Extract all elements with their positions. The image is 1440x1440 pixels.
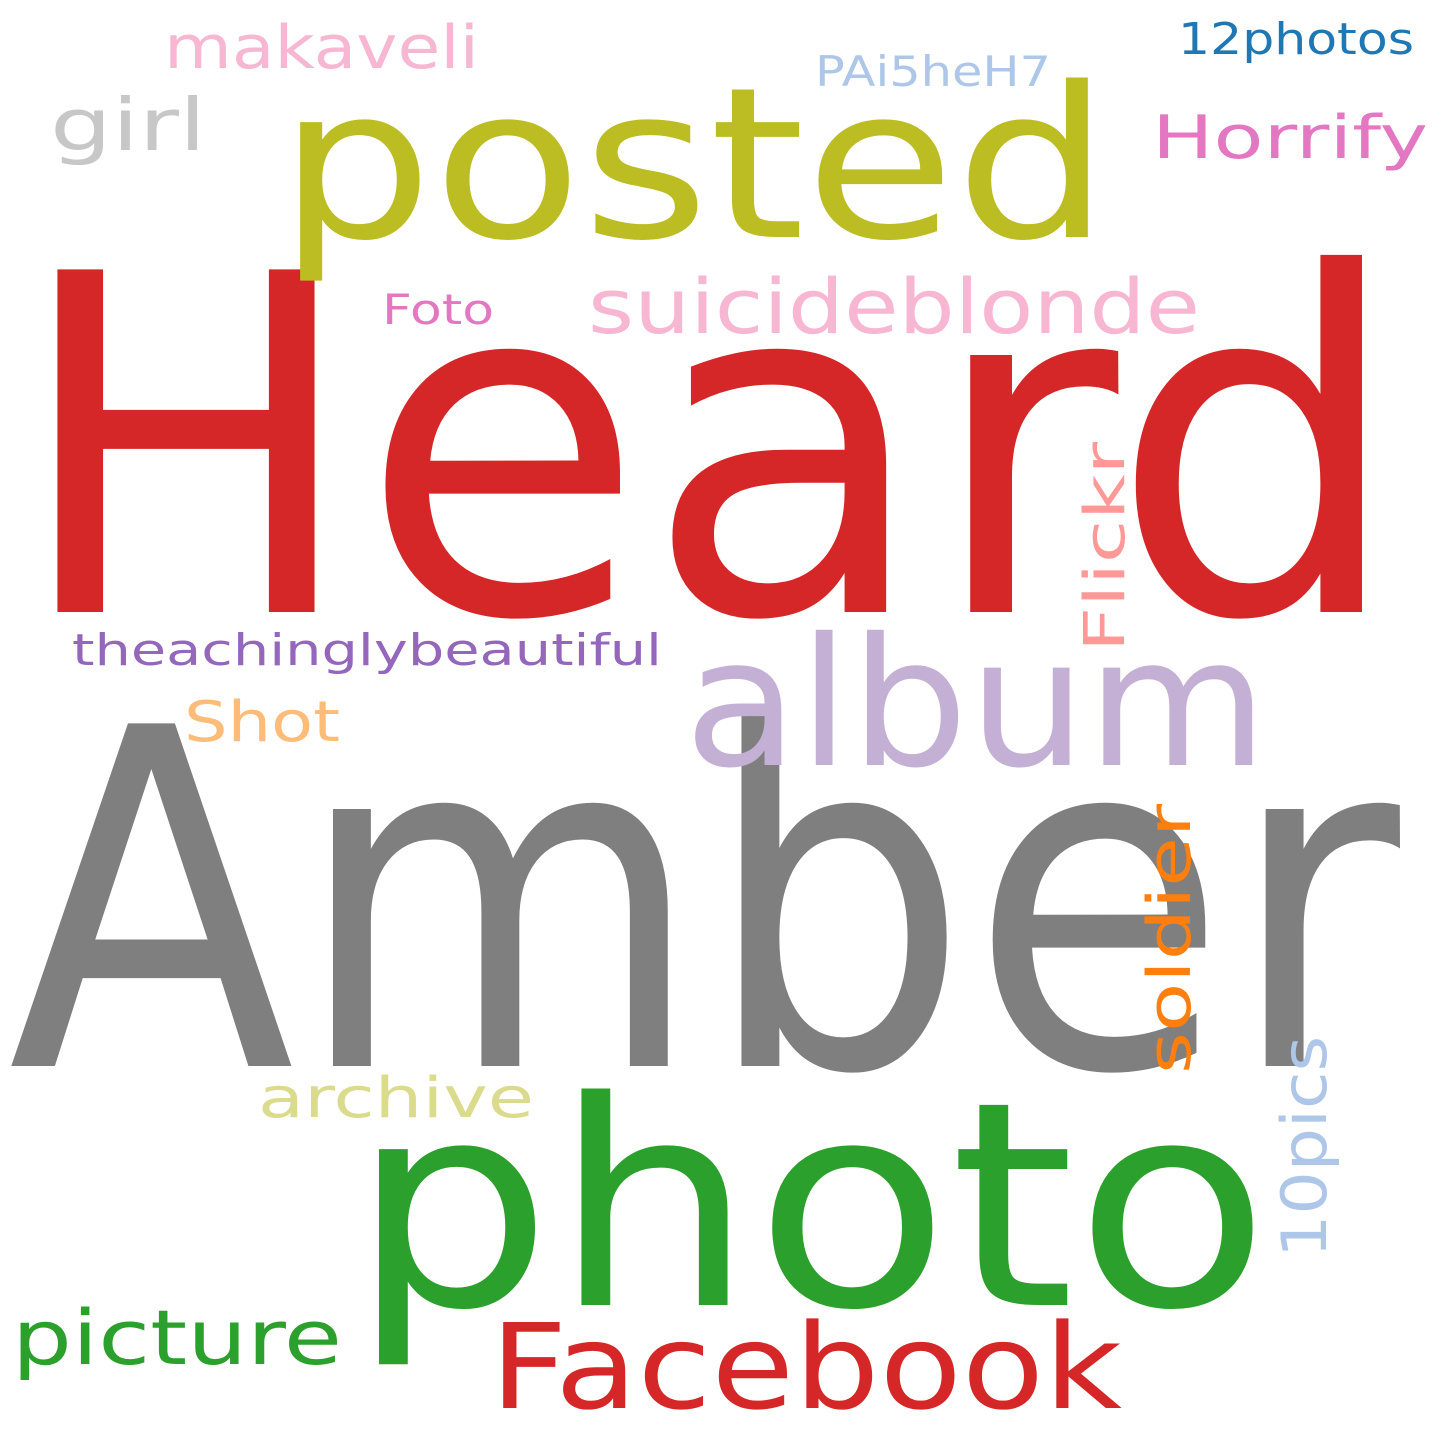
word-shot: Shot [184, 690, 340, 755]
word-pai5heh7: PAi5heH7 [815, 47, 1051, 96]
vertical-word-flickr-group: Flickr [1073, 441, 1138, 652]
word-girl: girl [50, 83, 206, 167]
word-heard: Heard [12, 176, 1404, 723]
word-theachinglybeautiful: theachinglybeautiful [72, 625, 662, 676]
vertical-word-soldier-group: soldier [1135, 804, 1205, 1074]
vertical-word-10pics-group: 10pics [1268, 1036, 1341, 1258]
word-facebook: Facebook [490, 1298, 1122, 1436]
word-amber: Amber [8, 630, 1404, 1177]
word-soldier: soldier [1135, 804, 1205, 1074]
word-album: album [684, 600, 1268, 807]
word-horrify: Horrify [1152, 103, 1428, 173]
word-picture: picture [12, 1293, 342, 1382]
word-photo: photo [350, 1041, 1270, 1373]
word-suicideblonde: suicideblonde [588, 262, 1200, 351]
word-makaveli: makaveli [164, 13, 479, 83]
word-archive: archive [258, 1066, 534, 1131]
word-posted: posted [278, 42, 1110, 287]
word-flickr: Flickr [1073, 441, 1138, 652]
word-10pics: 10pics [1268, 1036, 1341, 1258]
word-12photos: 12photos [1178, 14, 1414, 65]
word-foto: Foto [382, 285, 494, 334]
